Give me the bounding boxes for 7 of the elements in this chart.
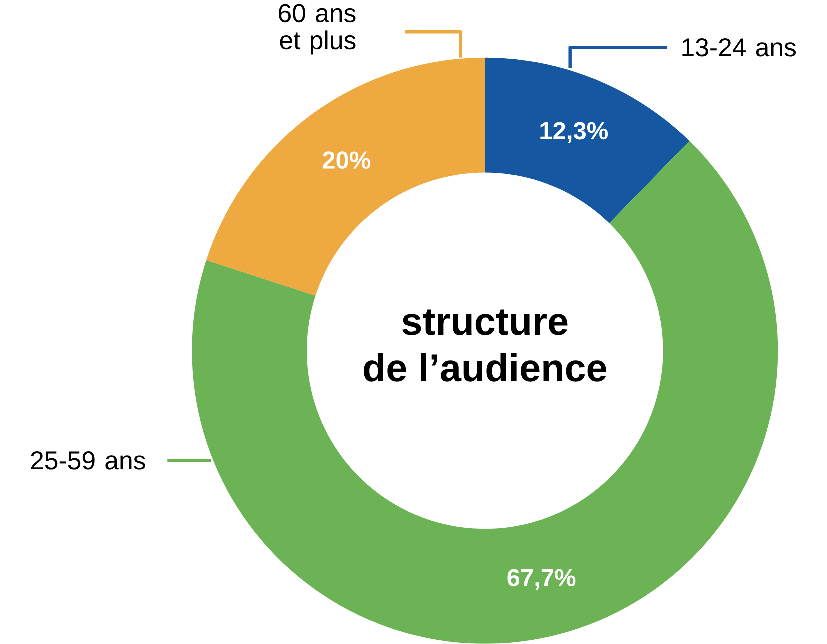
slice-label: 25-59 ans [31,452,146,470]
data-label: 67,7% [508,569,576,590]
legend-label: 60 ans et plus [279,4,356,55]
text: structure de l’audience [364,310,606,382]
data-label: 20% [322,152,371,170]
slice-label: 13-24 ans [682,38,796,57]
data-label: 12,3% [540,122,608,144]
